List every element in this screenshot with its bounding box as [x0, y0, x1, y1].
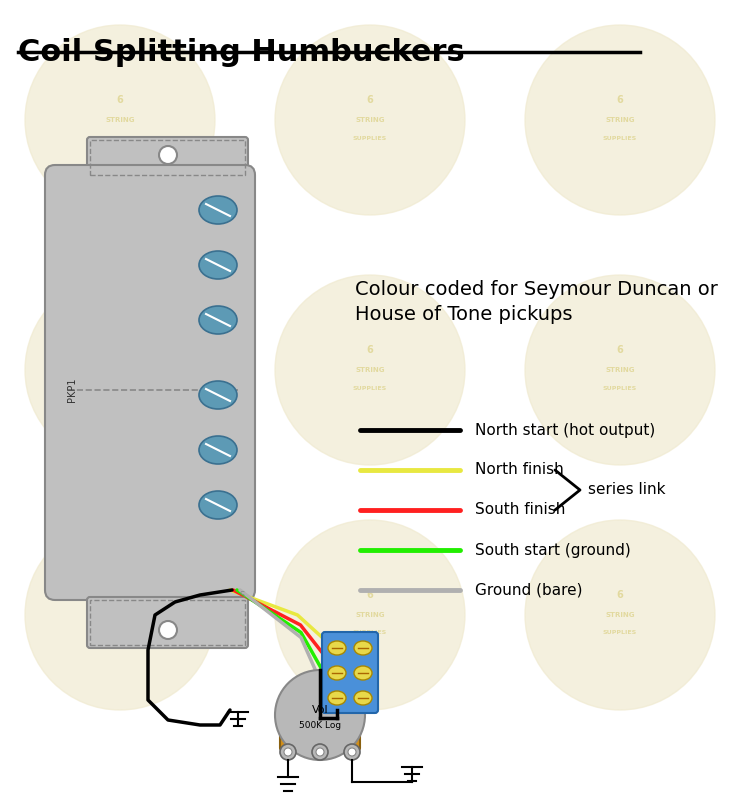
FancyBboxPatch shape [322, 632, 378, 713]
FancyBboxPatch shape [87, 597, 248, 648]
Circle shape [344, 744, 360, 760]
Ellipse shape [328, 691, 346, 705]
Text: 6: 6 [117, 590, 123, 600]
Ellipse shape [199, 491, 237, 519]
Circle shape [280, 744, 296, 760]
Text: SUPPLIES: SUPPLIES [353, 135, 387, 141]
Ellipse shape [328, 666, 346, 680]
Text: STRING: STRING [355, 367, 385, 373]
Text: SUPPLIES: SUPPLIES [603, 630, 637, 635]
Circle shape [159, 146, 177, 164]
Text: North start (hot output): North start (hot output) [475, 422, 655, 438]
Ellipse shape [199, 306, 237, 334]
Text: Colour coded for Seymour Duncan or: Colour coded for Seymour Duncan or [355, 280, 718, 299]
Circle shape [348, 748, 356, 756]
Circle shape [275, 520, 465, 710]
Ellipse shape [199, 251, 237, 279]
Text: 6: 6 [367, 345, 374, 355]
Text: South start (ground): South start (ground) [475, 542, 631, 558]
Circle shape [316, 748, 324, 756]
Ellipse shape [199, 196, 237, 224]
Text: SUPPLIES: SUPPLIES [353, 386, 387, 390]
Ellipse shape [354, 691, 372, 705]
Text: 6: 6 [617, 95, 623, 105]
Ellipse shape [354, 666, 372, 680]
Text: North finish: North finish [475, 462, 564, 478]
Circle shape [275, 25, 465, 215]
Text: 6: 6 [367, 95, 374, 105]
Text: 6: 6 [117, 345, 123, 355]
Ellipse shape [328, 641, 346, 655]
Text: series link: series link [588, 482, 666, 498]
Circle shape [525, 520, 715, 710]
Ellipse shape [199, 381, 237, 409]
Text: STRING: STRING [605, 367, 635, 373]
Text: Vol: Vol [311, 705, 329, 715]
Circle shape [525, 275, 715, 465]
Text: SUPPLIES: SUPPLIES [603, 386, 637, 390]
FancyBboxPatch shape [87, 137, 248, 178]
Text: SUPPLIES: SUPPLIES [353, 630, 387, 635]
Circle shape [25, 275, 215, 465]
Bar [90, 140, 245, 175]
FancyBboxPatch shape [45, 165, 255, 600]
Text: STRING: STRING [105, 367, 135, 373]
Circle shape [275, 275, 465, 465]
Circle shape [312, 744, 328, 760]
Text: 6: 6 [367, 590, 374, 600]
Text: 6: 6 [117, 95, 123, 105]
FancyBboxPatch shape [280, 718, 360, 750]
Text: STRING: STRING [355, 117, 385, 123]
Text: Ground (bare): Ground (bare) [475, 582, 583, 598]
Text: SUPPLIES: SUPPLIES [603, 135, 637, 141]
Text: SUPPLIES: SUPPLIES [103, 386, 137, 390]
Circle shape [284, 748, 292, 756]
Text: STRING: STRING [105, 117, 135, 123]
Circle shape [159, 621, 177, 639]
Text: House of Tone pickups: House of Tone pickups [355, 305, 572, 324]
Text: SUPPLIES: SUPPLIES [103, 135, 137, 141]
Circle shape [525, 25, 715, 215]
Ellipse shape [354, 641, 372, 655]
Text: STRING: STRING [605, 612, 635, 618]
Text: Coil Splitting Humbuckers: Coil Splitting Humbuckers [18, 38, 465, 67]
Text: S: S [240, 591, 245, 600]
Text: 6: 6 [617, 590, 623, 600]
Text: South finish: South finish [475, 502, 566, 518]
Text: PKP1: PKP1 [67, 378, 77, 402]
Ellipse shape [199, 436, 237, 464]
Circle shape [25, 25, 215, 215]
Text: 6: 6 [617, 345, 623, 355]
Text: STRING: STRING [105, 612, 135, 618]
Bar [90, 600, 245, 645]
Text: SUPPLIES: SUPPLIES [103, 630, 137, 635]
Text: STRING: STRING [355, 612, 385, 618]
Text: 500K Log: 500K Log [299, 721, 341, 730]
Circle shape [275, 670, 365, 760]
Circle shape [25, 520, 215, 710]
Text: STRING: STRING [605, 117, 635, 123]
